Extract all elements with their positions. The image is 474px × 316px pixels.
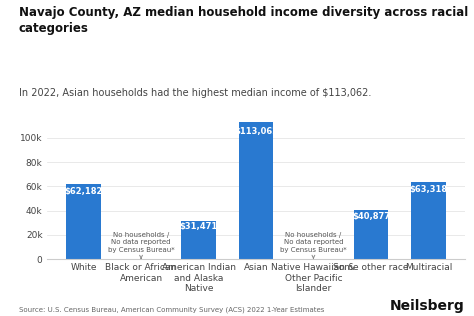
Text: $62,182: $62,182 (64, 187, 103, 196)
Bar (239, 122, 273, 259)
Bar (354, 210, 388, 259)
Text: No households /
No data reported
by Census Bureau*: No households / No data reported by Cens… (108, 232, 174, 258)
Text: $63,318: $63,318 (409, 185, 447, 194)
Text: Source: U.S. Census Bureau, American Community Survey (ACS) 2022 1-Year Estimate: Source: U.S. Census Bureau, American Com… (19, 306, 324, 313)
Text: Navajo County, AZ median household income diversity across racial
categories: Navajo County, AZ median household incom… (19, 6, 468, 35)
Bar (181, 221, 216, 259)
Text: $40,877: $40,877 (352, 211, 390, 221)
Text: No households /
No data reported
by Census Bureau*: No households / No data reported by Cens… (280, 232, 346, 258)
Text: In 2022, Asian households had the highest median income of $113,062.: In 2022, Asian households had the highes… (19, 88, 371, 99)
Text: $113,062: $113,062 (234, 127, 278, 137)
Bar (411, 182, 446, 259)
Text: Neilsberg: Neilsberg (390, 299, 465, 313)
Text: $31,471: $31,471 (179, 222, 218, 231)
Bar (66, 184, 101, 259)
